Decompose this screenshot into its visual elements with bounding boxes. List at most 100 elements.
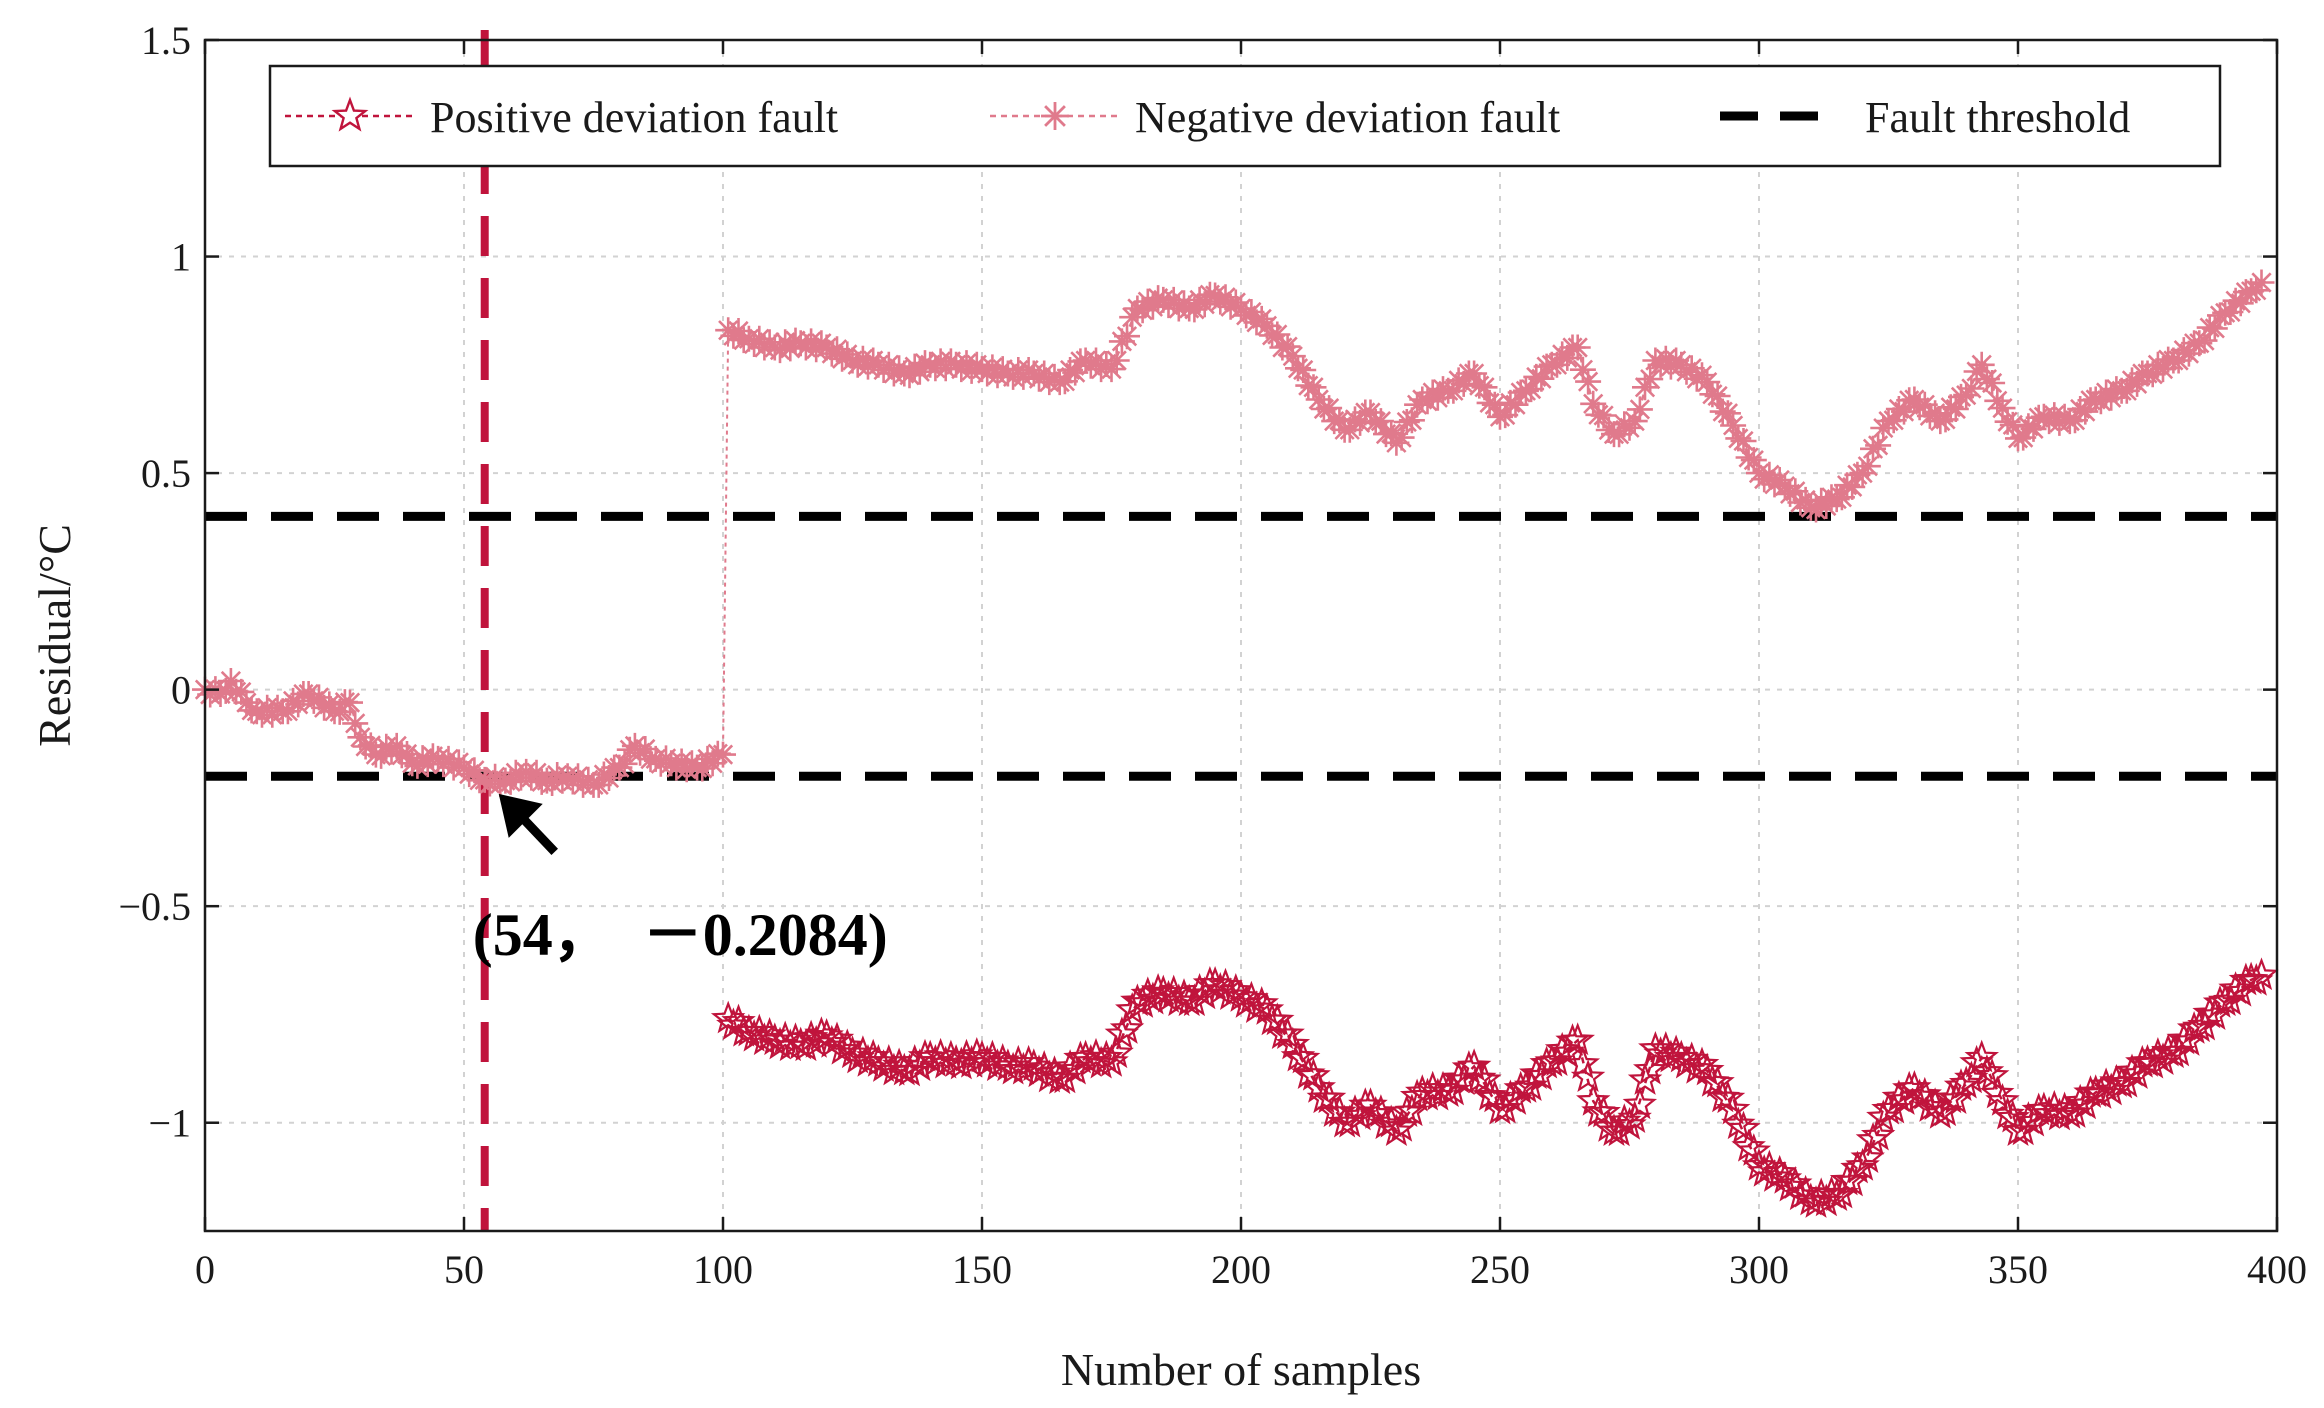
negative-series-point [326,698,353,725]
negative-series-point [1129,297,1156,324]
negative-series-point [1606,421,1633,448]
positive-series-point [2181,1009,2217,1043]
positive-series-point [2036,1089,2072,1123]
negative-series-point [2139,361,2166,388]
positive-series-point [1156,974,1191,1008]
positive-series-point [1835,1163,1870,1197]
y-tick-label: 1 [171,235,191,280]
negative-series-point [337,689,363,716]
negative-series-point [2103,376,2130,403]
negative-series-point [2087,388,2114,415]
positive-series-point [2156,1035,2191,1069]
legend-label: Negative deviation fault [1135,93,1560,142]
negative-series-point [207,681,234,707]
negative-series-point [1839,473,1866,500]
negative-series-point [1476,389,1503,416]
positive-series-point [1767,1160,1803,1194]
negative-series-point [1569,356,1596,383]
negative-series-point [1937,394,1964,421]
negative-series-point [2041,402,2068,429]
x-tick-label: 300 [1729,1247,1789,1292]
negative-series-point [782,327,809,354]
negative-series-point [492,767,519,794]
negative-series-point [404,752,431,779]
negative-series-point [2201,315,2228,342]
positive-series-point [1493,1079,1528,1113]
negative-series-point [1994,408,2021,435]
positive-series-point [1938,1081,1974,1115]
legend: Positive deviation fault Negative deviati… [268,64,2222,168]
positive-series-line [727,974,2262,1203]
negative-series-point [1989,395,2016,422]
positive-series-point [923,1037,958,1071]
negative-series-point [565,763,591,790]
negative-series-point [1932,406,1959,433]
negative-series-point [1906,394,1933,421]
negative-series-point [1492,402,1519,429]
x-tick-label: 0 [195,1247,215,1292]
negative-series-point [585,771,612,798]
positive-series-point [1260,1002,1295,1036]
negative-series-point [1792,486,1819,513]
positive-series-point [1151,979,1186,1013]
positive-series-point [1374,1104,1409,1138]
positive-series-point [1508,1069,1544,1103]
negative-series-point [1497,389,1524,416]
negative-series-point [362,741,389,768]
positive-series-point [1850,1140,1885,1173]
negative-series-point [482,763,509,790]
x-tick-label: 150 [952,1247,1012,1292]
negative-series-point [2191,327,2218,354]
positive-series-point [1948,1065,1984,1099]
positive-series-point [1622,1086,1658,1120]
negative-series-point [1326,407,1353,434]
negative-series-point [394,741,420,767]
negative-series-point [1378,420,1405,447]
negative-series-point [383,732,410,759]
y-tick-label: 1.5 [141,18,191,63]
negative-series-point [912,350,938,377]
negative-series-point [347,724,374,751]
negative-series-point [1777,480,1804,507]
negative-series-point [689,755,716,782]
negative-series-point [1797,494,1824,521]
negative-series-point [725,318,752,344]
x-tick-label: 100 [693,1247,753,1292]
negative-series-point [1279,343,1306,370]
positive-series-point [1876,1090,1911,1124]
negative-series-point [1264,321,1291,348]
negative-series-point [285,691,312,718]
positive-series-point [1565,1045,1601,1079]
negative-series-point [1238,299,1265,325]
positive-series-point [1736,1133,1772,1166]
negative-series-point [1103,347,1130,374]
positive-series-point [840,1040,875,1074]
positive-series-point [1311,1080,1347,1114]
negative-series-point [1523,363,1550,390]
negative-series-point [875,351,902,378]
positive-series-point [975,1039,1010,1073]
negative-series-point [2098,384,2125,411]
negative-series-point [2020,415,2047,442]
negative-series-point [1440,377,1467,404]
negative-series-point [1290,357,1317,383]
positive-series-point [741,1013,777,1047]
positive-series-point [736,1018,772,1052]
axis-ticks [203,38,2279,1231]
negative-series-point [1911,391,1938,418]
negative-series-point [414,751,441,778]
negative-series-point [1124,295,1151,322]
negative-series-point [1336,416,1363,443]
negative-series-point [668,748,695,775]
negative-series-point [435,745,462,772]
positive-series-point [1047,1060,1083,1094]
negative-series-point [953,350,980,377]
negative-series-point [1388,424,1415,451]
positive-series-point [1633,1051,1668,1085]
negative-series-point [1678,355,1705,382]
positive-series-point [2099,1063,2134,1097]
negative-series-point [1865,432,1892,459]
legend-label: Fault threshold [1865,93,2130,142]
negative-series-point [1891,398,1917,425]
positive-series-point [2244,957,2279,991]
